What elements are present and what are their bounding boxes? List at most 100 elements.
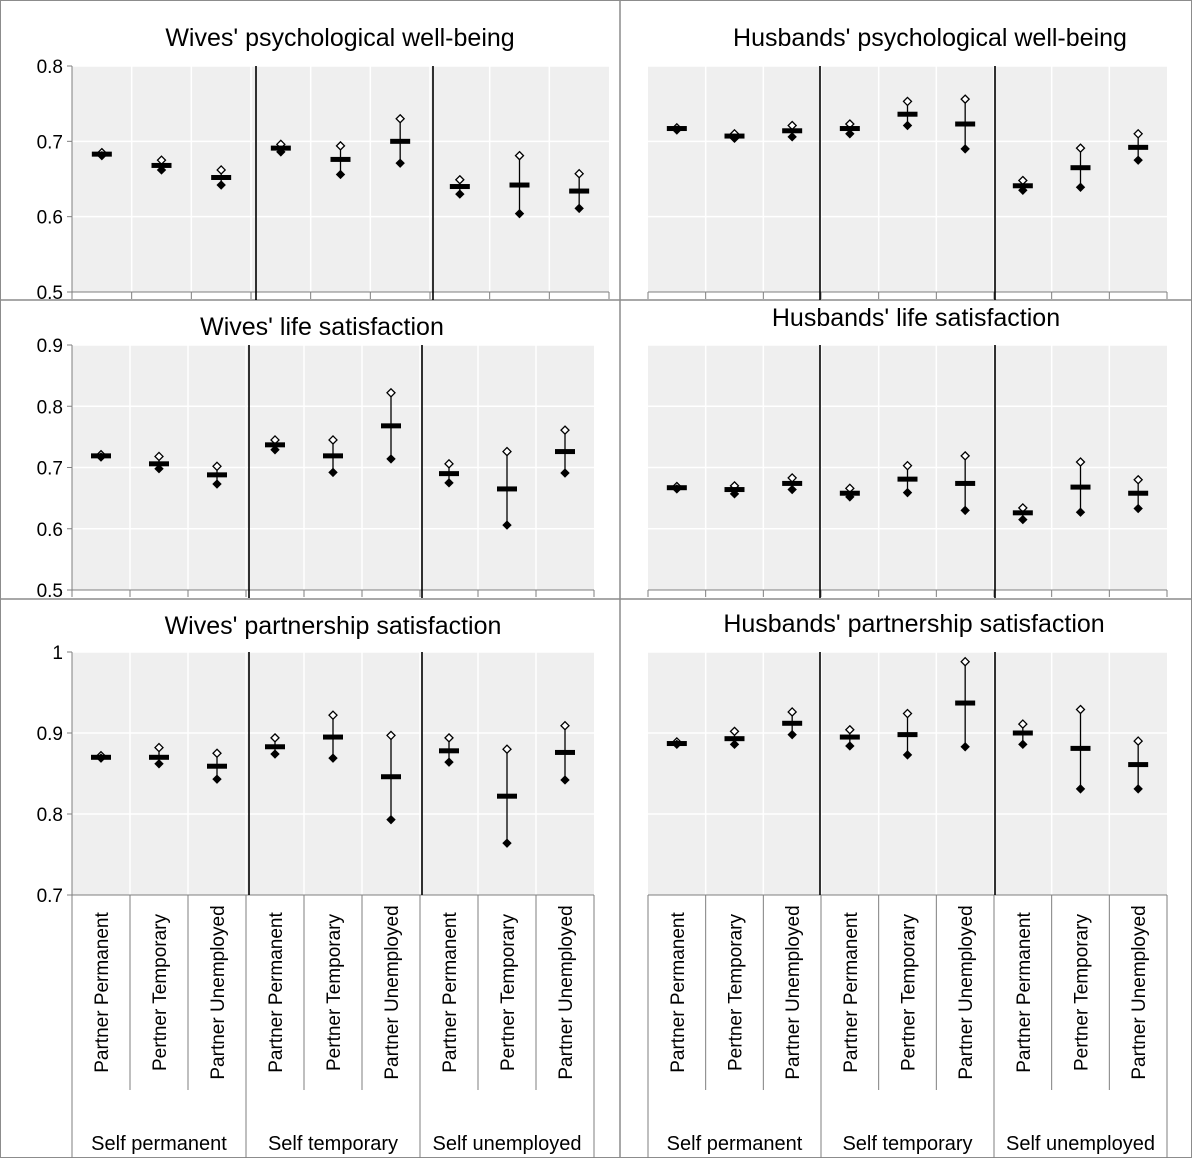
lower-bound-marker bbox=[216, 180, 226, 190]
y-tick-label: 0.7 bbox=[37, 886, 63, 907]
estimate-mark bbox=[381, 387, 401, 464]
panel-title: Wives' psychological well-being bbox=[165, 24, 514, 52]
estimate-mark bbox=[955, 450, 976, 516]
mean-marker bbox=[839, 126, 860, 132]
husbands-life-panel: Husbands' life satisfaction bbox=[647, 304, 1168, 598]
lower-bound-marker bbox=[787, 484, 797, 495]
estimate-mark bbox=[1012, 719, 1033, 750]
estimate-mark bbox=[724, 726, 745, 750]
wives-partnership-panel: 0.7 0.8 0.9 1 Wives' partnership satisfactio… bbox=[37, 612, 595, 1158]
wives-psychological-panel: 0.5 0.6 0.7 0.8 Wives' psychological well-be… bbox=[37, 24, 610, 304]
mean-marker bbox=[1128, 762, 1149, 768]
estimate-mark bbox=[323, 710, 343, 763]
lower-bound-marker bbox=[902, 120, 913, 131]
mean-marker bbox=[211, 174, 232, 180]
category-label: Partner Permanent bbox=[92, 912, 113, 1073]
estimate-mark bbox=[509, 150, 530, 219]
mean-marker bbox=[555, 449, 575, 455]
category-label: Partner Permanent bbox=[1014, 912, 1035, 1073]
lower-bound-marker bbox=[1133, 503, 1143, 514]
estimate-mark bbox=[439, 458, 459, 488]
mean-marker bbox=[91, 151, 112, 157]
group-label: Self unemployed bbox=[433, 1133, 582, 1155]
y-tick-label: 0.5 bbox=[37, 581, 63, 602]
upper-bound-marker bbox=[502, 446, 512, 457]
estimate-mark bbox=[207, 748, 227, 784]
mean-marker bbox=[91, 754, 111, 760]
estimate-mark bbox=[1012, 503, 1033, 525]
category-label: Partner Permanent bbox=[668, 912, 689, 1073]
mean-marker bbox=[555, 749, 575, 755]
mean-marker bbox=[782, 128, 803, 134]
lower-bound-marker bbox=[787, 729, 797, 740]
husbands-partnership-panel: Husbands' partnership satisfaction Partne… bbox=[647, 610, 1168, 1158]
mean-marker bbox=[149, 754, 169, 760]
upper-bound-marker bbox=[1075, 143, 1086, 154]
mean-marker bbox=[149, 461, 169, 467]
mean-marker bbox=[1070, 165, 1091, 171]
mean-marker bbox=[666, 741, 687, 747]
estimate-mark bbox=[151, 155, 172, 175]
lower-bound-marker bbox=[154, 464, 164, 474]
panel-title: Husbands' life satisfaction bbox=[772, 304, 1060, 332]
mean-marker bbox=[323, 453, 343, 459]
upper-bound-marker bbox=[444, 732, 454, 743]
lower-bound-marker bbox=[960, 742, 970, 752]
mean-marker bbox=[497, 486, 517, 492]
upper-bound-marker bbox=[960, 94, 971, 105]
estimate-mark bbox=[555, 720, 575, 785]
mean-marker bbox=[1070, 745, 1091, 751]
estimate-mark bbox=[839, 483, 860, 502]
estimate-mark bbox=[782, 707, 803, 740]
mean-marker bbox=[381, 423, 401, 429]
estimate-mark bbox=[1128, 474, 1149, 514]
upper-bound-marker bbox=[212, 461, 222, 472]
lower-bound-marker bbox=[395, 158, 405, 168]
wives-life-panel: 0.5 0.6 0.7 0.8 0.9 Wives' life satisfaction bbox=[37, 313, 595, 602]
estimate-mark bbox=[497, 446, 517, 530]
mean-marker bbox=[207, 472, 227, 478]
mean-marker bbox=[897, 111, 918, 117]
upper-bound-marker bbox=[216, 165, 227, 175]
estimate-mark bbox=[724, 128, 745, 144]
upper-bound-marker bbox=[395, 113, 406, 124]
lower-bound-marker bbox=[1075, 784, 1086, 794]
upper-bound-marker bbox=[1133, 474, 1144, 485]
estimate-mark bbox=[1070, 143, 1091, 192]
upper-bound-marker bbox=[844, 724, 855, 735]
mean-marker bbox=[497, 793, 517, 799]
y-tick-label: 1 bbox=[52, 643, 63, 664]
mean-marker bbox=[724, 736, 745, 742]
estimate-mark bbox=[1070, 457, 1091, 517]
mean-marker bbox=[782, 480, 803, 486]
group-label: Self temporary bbox=[842, 1133, 972, 1155]
mean-marker bbox=[330, 156, 351, 162]
y-tick-label: 0.6 bbox=[37, 520, 63, 541]
upper-bound-marker bbox=[1017, 719, 1028, 730]
estimate-mark bbox=[1070, 704, 1091, 794]
mean-marker bbox=[782, 720, 803, 726]
lower-bound-marker bbox=[902, 487, 913, 498]
mean-marker bbox=[897, 732, 918, 738]
category-label: Pertner Temporary bbox=[899, 914, 920, 1071]
category-label: Partner Permanent bbox=[440, 912, 461, 1073]
mean-marker bbox=[666, 485, 687, 491]
mean-marker bbox=[724, 133, 745, 139]
upper-bound-marker bbox=[960, 656, 971, 667]
category-label: Partner Permanent bbox=[841, 912, 862, 1073]
panel-title: Husbands' partnership satisfaction bbox=[723, 610, 1104, 638]
upper-bound-marker bbox=[729, 726, 740, 737]
estimate-mark bbox=[724, 480, 745, 499]
mean-marker bbox=[381, 774, 401, 780]
lower-bound-marker bbox=[335, 169, 346, 180]
lower-bound-marker bbox=[845, 741, 855, 751]
mean-marker bbox=[323, 734, 343, 740]
lower-bound-marker bbox=[328, 753, 338, 763]
estimate-mark bbox=[1012, 175, 1033, 196]
y-tick-label: 0.9 bbox=[37, 336, 63, 357]
category-label: Pertner Temporary bbox=[1072, 914, 1093, 1071]
lower-bound-marker bbox=[560, 775, 570, 785]
lower-bound-marker bbox=[502, 838, 512, 848]
mean-marker bbox=[1012, 183, 1033, 189]
group-label: Self unemployed bbox=[1006, 1133, 1155, 1155]
